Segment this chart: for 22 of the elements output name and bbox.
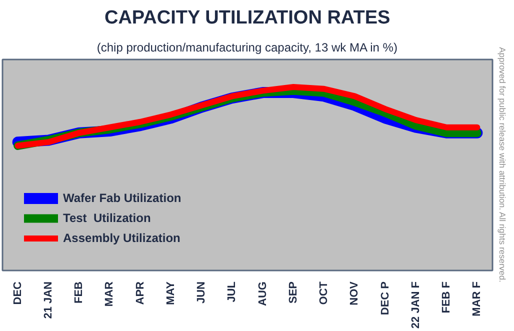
x-tick-label: NOV — [348, 280, 361, 306]
x-tick-label: DEC P — [379, 281, 392, 316]
x-tick-label: APR — [134, 281, 146, 305]
x-tick-label: SEP — [287, 281, 300, 304]
x-tick-label: MAR F — [471, 281, 484, 316]
x-tick-label: 22 JAN F — [410, 281, 422, 329]
chart-subtitle: (chip production/manufacturing capacity, 13 wk MA in %) — [96, 40, 398, 54]
chart-title: CAPACITY UTILIZATION RATES — [104, 8, 390, 28]
x-tick-label: MAR — [104, 281, 116, 307]
x-tick-label: JUN — [196, 281, 208, 304]
legend-label: Test Utilization — [63, 211, 151, 225]
x-tick-label: FEB F — [440, 281, 453, 314]
x-tick-label: DEC — [12, 281, 24, 305]
x-tick-label: JUL — [226, 281, 238, 302]
legend-label: Assembly Utilization — [63, 231, 180, 245]
text: Approved for public release with attribution. All rights reserved. — [498, 47, 508, 282]
x-tick-label: OCT — [318, 281, 330, 305]
x-tick-label: 21 JAN — [42, 281, 54, 319]
x-tick-label: FEB — [73, 281, 86, 304]
x-tick-label: AUG — [256, 281, 269, 306]
legend-label: Wafer Fab Utilization — [63, 191, 182, 205]
x-tick-label: MAY — [164, 280, 177, 305]
